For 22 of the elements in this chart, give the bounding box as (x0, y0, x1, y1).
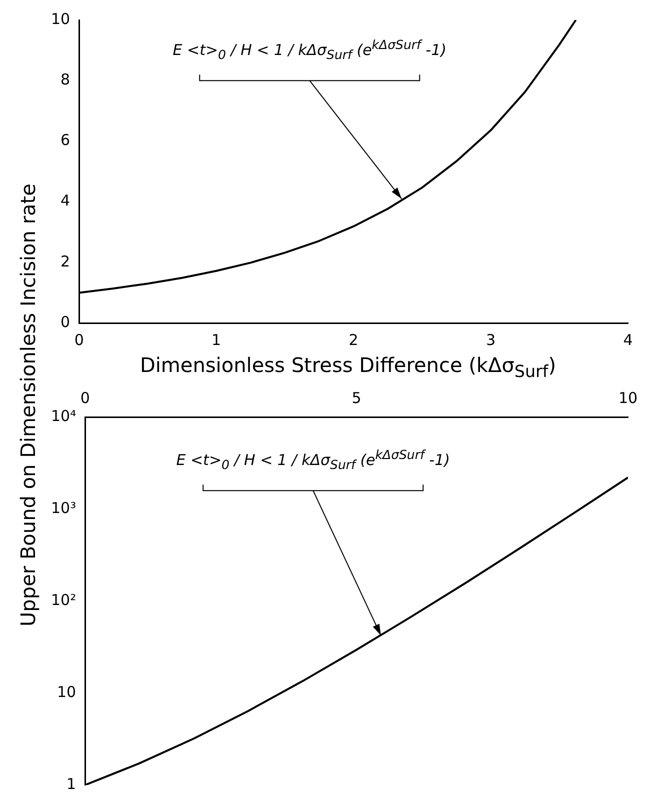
y-tick-label: 10² (50, 590, 76, 609)
x-tick-label: 10 (618, 388, 638, 407)
annotation: E <t>$_{0}$ / H < 1 / kΔσ$_{Surf}$ (e$^{kΔσSurf}$ -1) (176, 446, 450, 472)
y-tick-label: 2 (60, 252, 70, 270)
y-tick-label: 6 (60, 131, 70, 150)
y-tick-label: 8 (60, 70, 70, 88)
x-tick-label: 1 (212, 330, 222, 349)
y-tick-label: 10 (50, 10, 70, 28)
y-tick-label: 0 (60, 312, 70, 331)
x-tick-label: 2 (348, 330, 358, 349)
x-tick-label: 0 (80, 388, 90, 407)
y-tick-label: 4 (60, 192, 70, 210)
y-tick-label: 10⁴ (50, 406, 76, 425)
x-axis-title: Dimensionless Stress Difference (kΔσ$_{Surf}$) (138, 353, 558, 383)
y-tick-label: 10 (57, 682, 76, 701)
y-tick-label: 10³ (50, 498, 76, 517)
annotation: E <t>$_{0}$ / H < 1 / kΔσ$_{Surf}$ (e$^{kΔσSurf}$ -1) (172, 36, 446, 62)
y-tick-label: 1 (66, 774, 76, 793)
x-tick-label: 3 (486, 330, 496, 349)
x-tick-label: 4 (623, 330, 633, 349)
y-axis-title: Upper Bound on Dimensionless Incision rate (16, 184, 40, 626)
x-tick-label: 5 (352, 388, 362, 407)
